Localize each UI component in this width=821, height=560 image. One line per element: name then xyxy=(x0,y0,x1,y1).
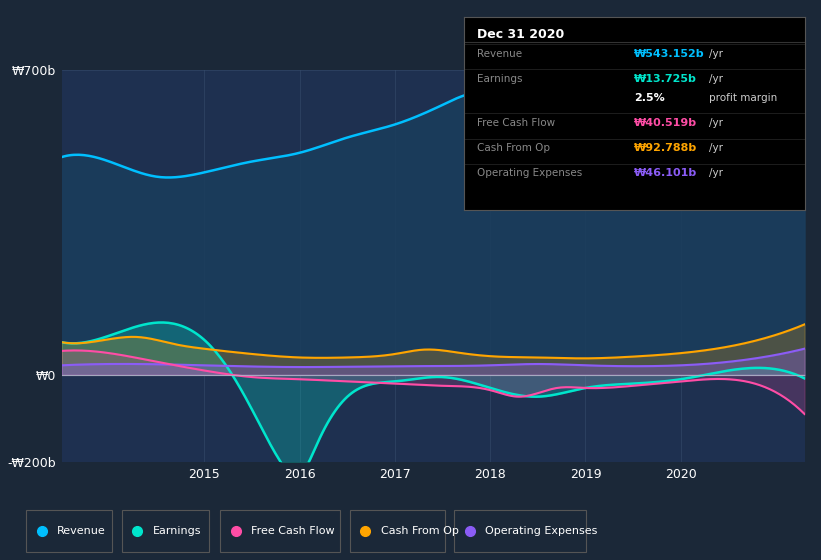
Text: /yr: /yr xyxy=(709,49,723,58)
Text: ₩46.101b: ₩46.101b xyxy=(635,169,698,178)
Text: /yr: /yr xyxy=(709,169,723,178)
Text: profit margin: profit margin xyxy=(709,93,777,103)
Text: Earnings: Earnings xyxy=(153,526,201,535)
Text: Operating Expenses: Operating Expenses xyxy=(478,169,583,178)
Text: /yr: /yr xyxy=(709,73,723,83)
Text: Cash From Op: Cash From Op xyxy=(478,143,551,153)
Text: 2.5%: 2.5% xyxy=(635,93,665,103)
Text: Dec 31 2020: Dec 31 2020 xyxy=(478,29,565,41)
Text: ₩543.152b: ₩543.152b xyxy=(635,49,705,58)
Text: Earnings: Earnings xyxy=(478,73,523,83)
Text: Cash From Op: Cash From Op xyxy=(381,526,458,535)
Text: ₩92.788b: ₩92.788b xyxy=(635,143,698,153)
Text: Revenue: Revenue xyxy=(57,526,106,535)
Text: Revenue: Revenue xyxy=(478,49,523,58)
Text: Free Cash Flow: Free Cash Flow xyxy=(478,118,556,128)
Text: Free Cash Flow: Free Cash Flow xyxy=(251,526,335,535)
Text: /yr: /yr xyxy=(709,143,723,153)
Text: ₩13.725b: ₩13.725b xyxy=(635,73,697,83)
Text: Operating Expenses: Operating Expenses xyxy=(485,526,598,535)
Text: /yr: /yr xyxy=(709,118,723,128)
Text: ₩40.519b: ₩40.519b xyxy=(635,118,697,128)
